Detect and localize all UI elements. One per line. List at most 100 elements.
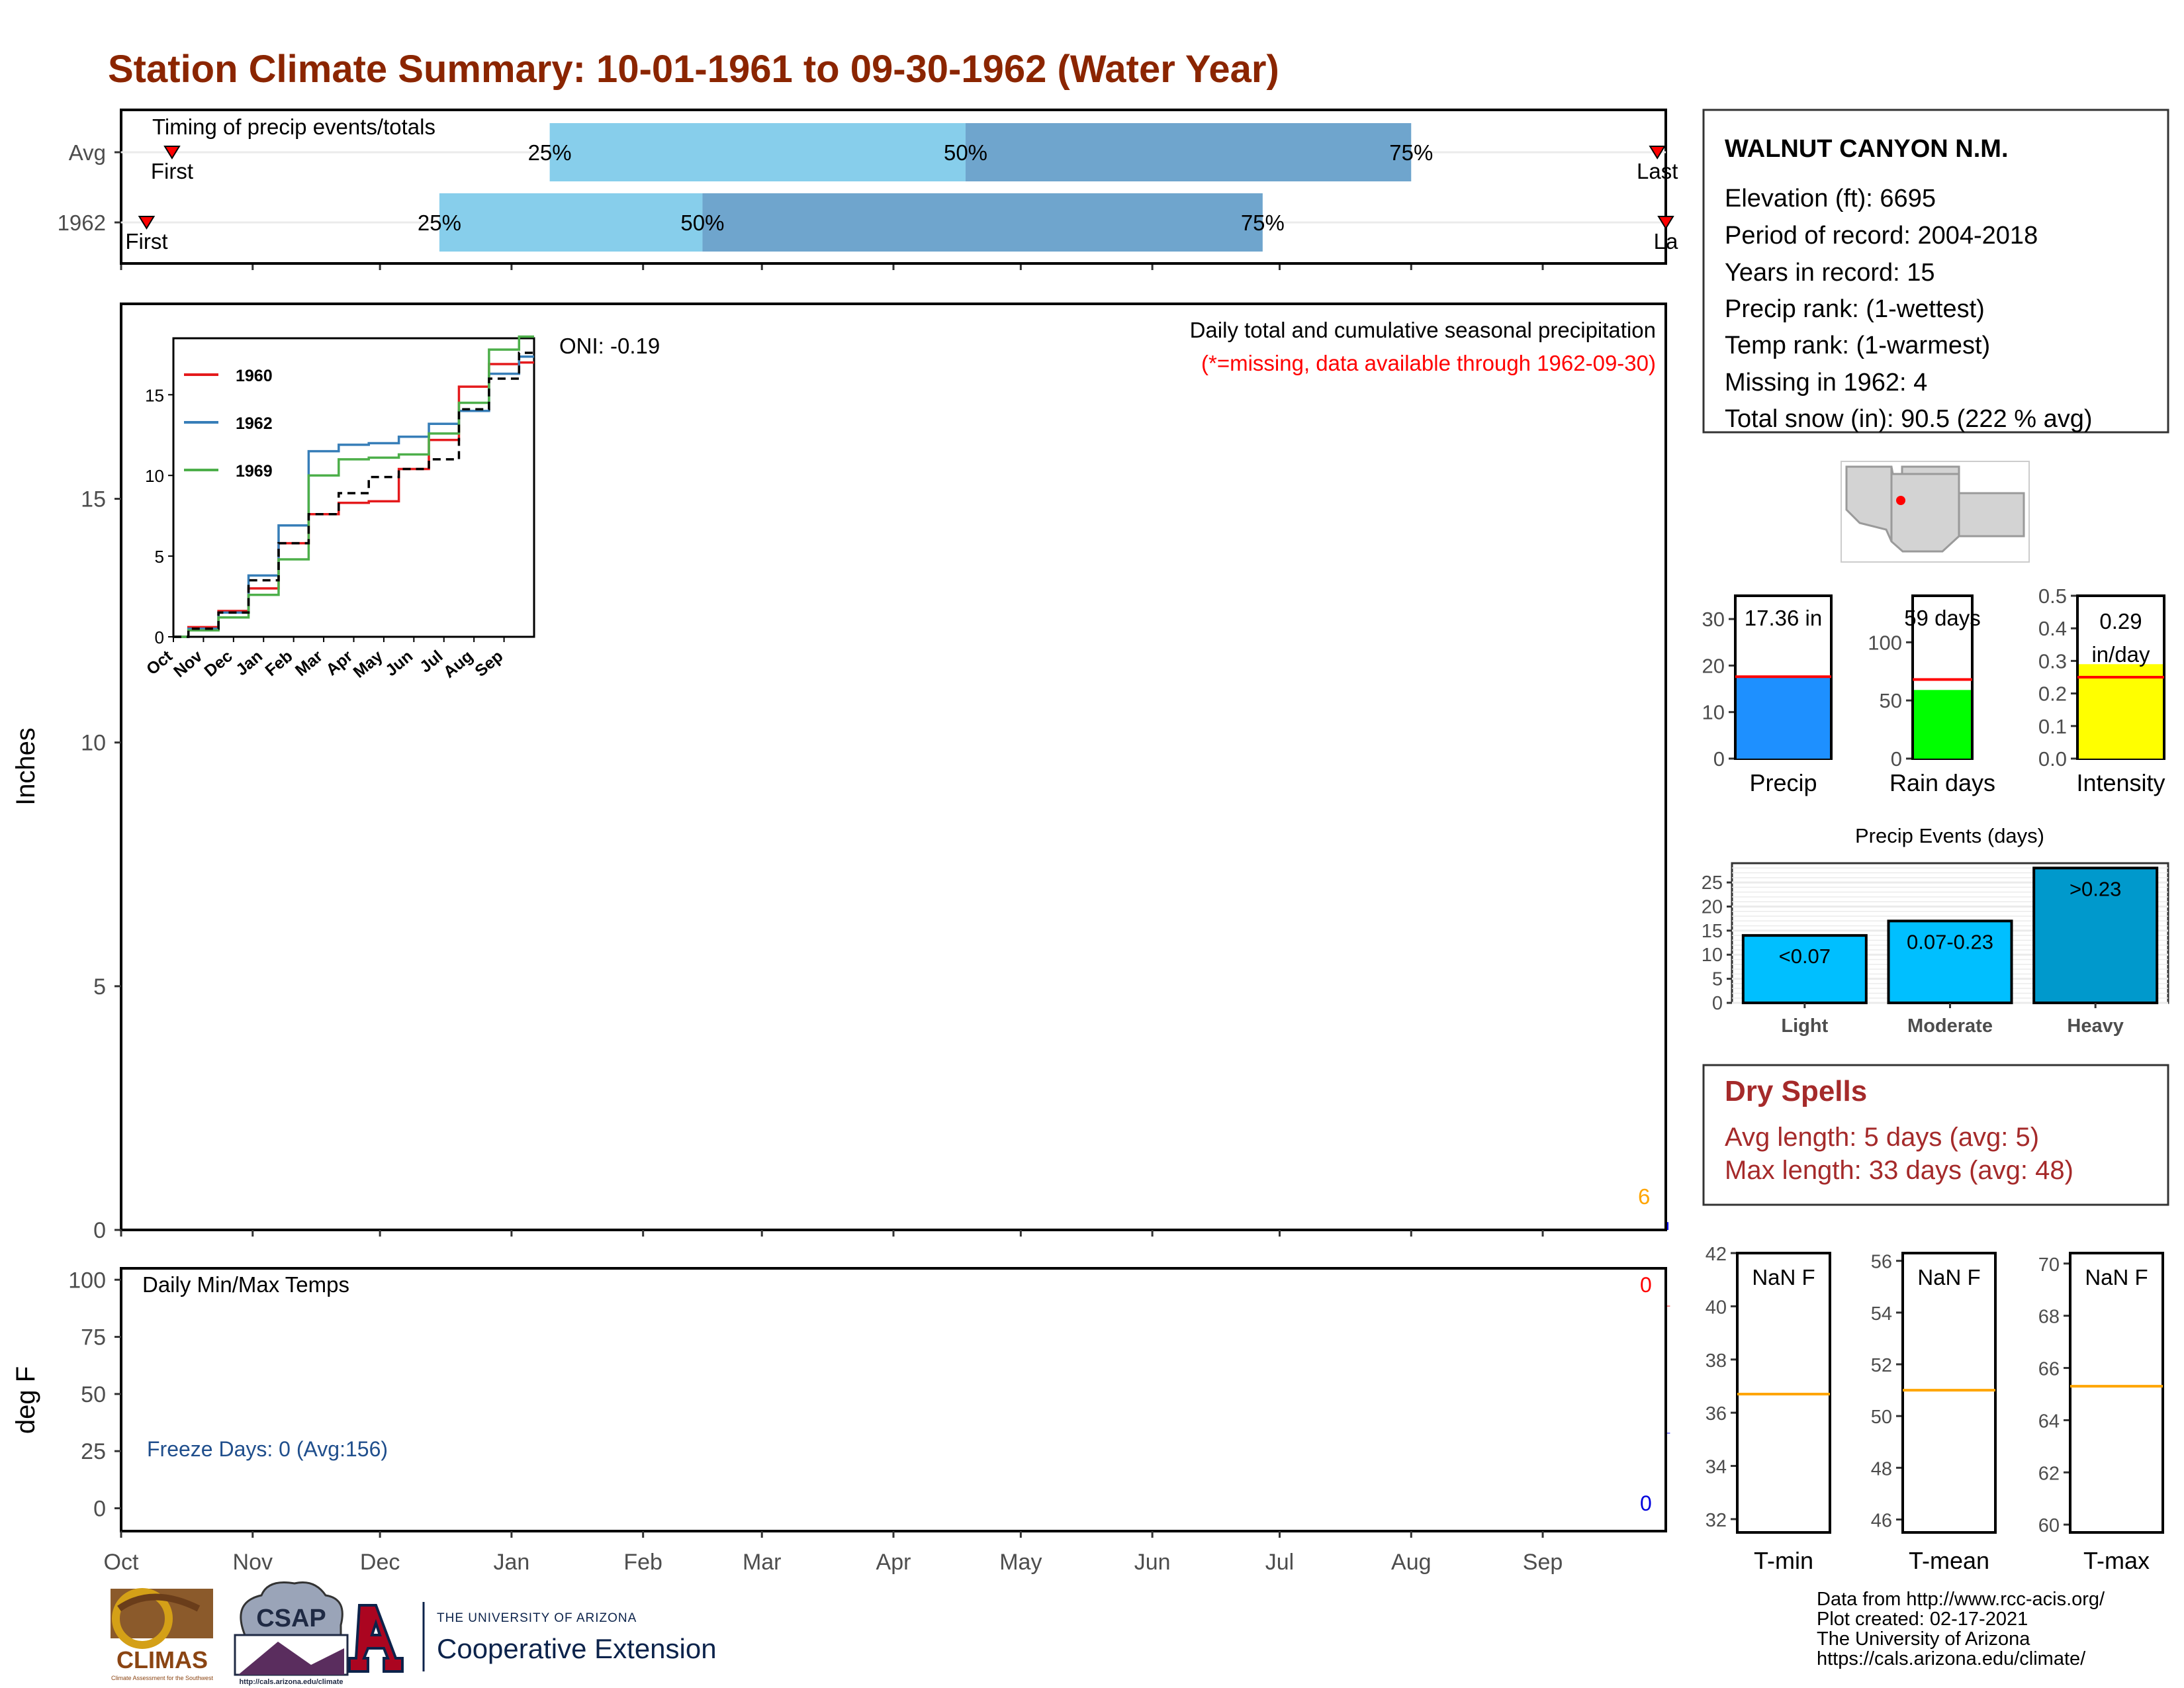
temp-y-tick-label: 0 [93, 1496, 106, 1521]
station-location-dot [1896, 496, 1905, 505]
max-count-label: 0 [1640, 1273, 1652, 1297]
station-missing: Missing in 1962: 4 [1725, 369, 1927, 397]
timing-q25-q50-bar [439, 193, 703, 252]
events-bar-label: Moderate [1907, 1015, 1993, 1037]
university-name: THE UNIVERSITY OF ARIZONA [437, 1611, 637, 1625]
events-y-tick-label: 25 [1702, 872, 1723, 894]
inset-series-line [173, 352, 534, 638]
last-event-marker [1649, 146, 1666, 160]
summary-y-tick-label: 0.2 [2038, 682, 2067, 706]
dry-spells-title: Dry Spells [1725, 1075, 1867, 1107]
temp-panel-frame [120, 1267, 1667, 1532]
summary-y-tick-label: 0.1 [2038, 715, 2067, 738]
temp-summary-y-tick-label: 62 [2038, 1463, 2060, 1484]
station-years: Years in record: 15 [1725, 259, 1935, 287]
precip-missing-note: (*=missing, data available through 1962-… [1201, 351, 1656, 375]
temp-panel: 0 25 50 75 100 Oct Nov Dec Jan Feb Mar Apr May Jun Ju… [11, 1267, 1670, 1575]
csap-logo-text: CSAP [256, 1605, 326, 1632]
dry-spells-max: Max length: 33 days (avg: 48) [1725, 1156, 2073, 1185]
events-bar-label: Light [1781, 1015, 1828, 1037]
inset-y-tick-label: 5 [155, 547, 164, 567]
summary-y-tick-label: 10 [1702, 701, 1725, 724]
page-title: Station Climate Summary: 10-01-1961 to 0… [108, 48, 1279, 91]
temp-summary-y-tick-label: 56 [1871, 1252, 1892, 1273]
precip-bar [1737, 677, 1830, 759]
temp-summary-value: NaN F [2085, 1265, 2148, 1289]
footer-university: The University of Arizona [1817, 1628, 2030, 1650]
month-label: Feb [623, 1550, 662, 1575]
events-bar-range: >0.23 [2070, 877, 2121, 900]
inset-legend-label: 1960 [236, 367, 273, 385]
climas-logo: CLIMAS Climate Assessment for the Southw… [111, 1588, 214, 1681]
temp-summary-label: T-min [1754, 1547, 1813, 1574]
dry-spells-avg: Avg length: 5 days (avg: 5) [1725, 1123, 2039, 1152]
summary-y-tick-label: 0.5 [2038, 585, 2067, 608]
precip-y-tick-label: 15 [81, 487, 106, 512]
min-count-label: 0 [1640, 1491, 1652, 1515]
temp-summary-y-tick-label: 52 [1871, 1355, 1892, 1376]
events-y-tick-label: 20 [1702, 896, 1723, 917]
temp-summary-y-tick-label: 38 [1706, 1350, 1727, 1372]
temp-summary-y-tick-label: 36 [1706, 1403, 1727, 1425]
first-event-label: First [151, 159, 193, 183]
precip-y-tick-label: 10 [81, 731, 106, 756]
month-label: Apr [876, 1550, 911, 1575]
raindays-bar [1914, 690, 1971, 759]
csap-logo: CSAP http://cals.arizona.edu/climate [234, 1581, 349, 1686]
station-name: WALNUT CANYON N.M. [1725, 135, 2009, 163]
temp-summary-frame [1736, 1252, 1831, 1534]
raindays-value-label: 59 days [1904, 606, 1981, 630]
month-label: May [999, 1550, 1042, 1575]
temp-y-tick-label: 100 [68, 1268, 106, 1293]
climas-logo-subtitle: Climate Assessment for the Southwest [111, 1675, 214, 1681]
precip-axis-label: Precip [1749, 769, 1817, 796]
summary-y-tick-label: 0 [1891, 747, 1902, 771]
temp-summary-y-tick-label: 32 [1706, 1510, 1727, 1531]
summary-y-tick-label: 0.3 [2038, 649, 2067, 673]
month-label: Aug [1391, 1550, 1432, 1575]
summary-y-tick-label: 30 [1702, 608, 1725, 631]
first-event-label: First [125, 229, 167, 254]
last-event-marker [1657, 216, 1674, 230]
events-y-tick-label: 5 [1712, 969, 1723, 990]
precip-value-label: 17.36 in [1745, 606, 1822, 630]
month-label: Oct [104, 1550, 139, 1575]
csap-logo-url: http://cals.arizona.edu/climate [239, 1678, 343, 1686]
inset-legend-label: 1969 [236, 462, 273, 481]
oni-label: ONI: -0.19 [559, 334, 660, 358]
station-info: WALNUT CANYON N.M. Elevation (ft): 6695 … [1702, 109, 2169, 434]
events-y-tick-label: 0 [1712, 993, 1723, 1014]
last-event-label: La [1654, 229, 1678, 254]
month-label: Dec [360, 1550, 400, 1575]
summary-y-tick-label: 0 [1713, 747, 1725, 771]
temp-summary-y-tick-label: 40 [1706, 1297, 1727, 1318]
university-logo: THE UNIVERSITY OF ARIZONA Cooperative Ex… [348, 1602, 717, 1673]
cooperative-extension: Cooperative Extension [437, 1633, 717, 1664]
temp-summary-frame [2069, 1252, 2164, 1534]
timing-title: Timing of precip events/totals [152, 115, 435, 139]
summary-y-tick-label: 100 [1868, 631, 1902, 654]
events-bar-moderate [1887, 919, 2013, 1004]
temp-summary-value: NaN F [1917, 1265, 1980, 1289]
precip-events-title: Precip Events (days) [1855, 824, 2044, 847]
timing-row-label: Avg [69, 140, 106, 165]
temp-summary-y-tick-label: 48 [1871, 1458, 1892, 1479]
last-event-label: Last [1637, 159, 1678, 183]
intensity-bar [2079, 664, 2163, 759]
station-temp-rank: Temp rank: (1-warmest) [1725, 332, 1990, 359]
temp-summary-y-tick-label: 34 [1706, 1457, 1727, 1478]
precip-y-tick-label: 0 [93, 1218, 106, 1243]
temp-summary-label: T-mean [1909, 1547, 1989, 1574]
timing-q75-label: 75% [1389, 140, 1433, 165]
temp-y-tick-label: 75 [81, 1325, 106, 1350]
month-label: Mar [743, 1550, 782, 1575]
dry-spells: Dry Spells Avg length: 5 days (avg: 5) M… [1702, 1064, 2169, 1206]
precip-y-axis-label: Inches [11, 727, 40, 806]
temp-summary-y-tick-label: 64 [2038, 1411, 2060, 1432]
temp-summary-y-tick-label: 68 [2038, 1307, 2060, 1328]
intensity-unit-label: in/day [2091, 642, 2150, 667]
summary-y-tick-label: 0.0 [2038, 747, 2067, 771]
climas-logo-text: CLIMAS [116, 1646, 208, 1673]
inset-series-line [173, 335, 534, 638]
